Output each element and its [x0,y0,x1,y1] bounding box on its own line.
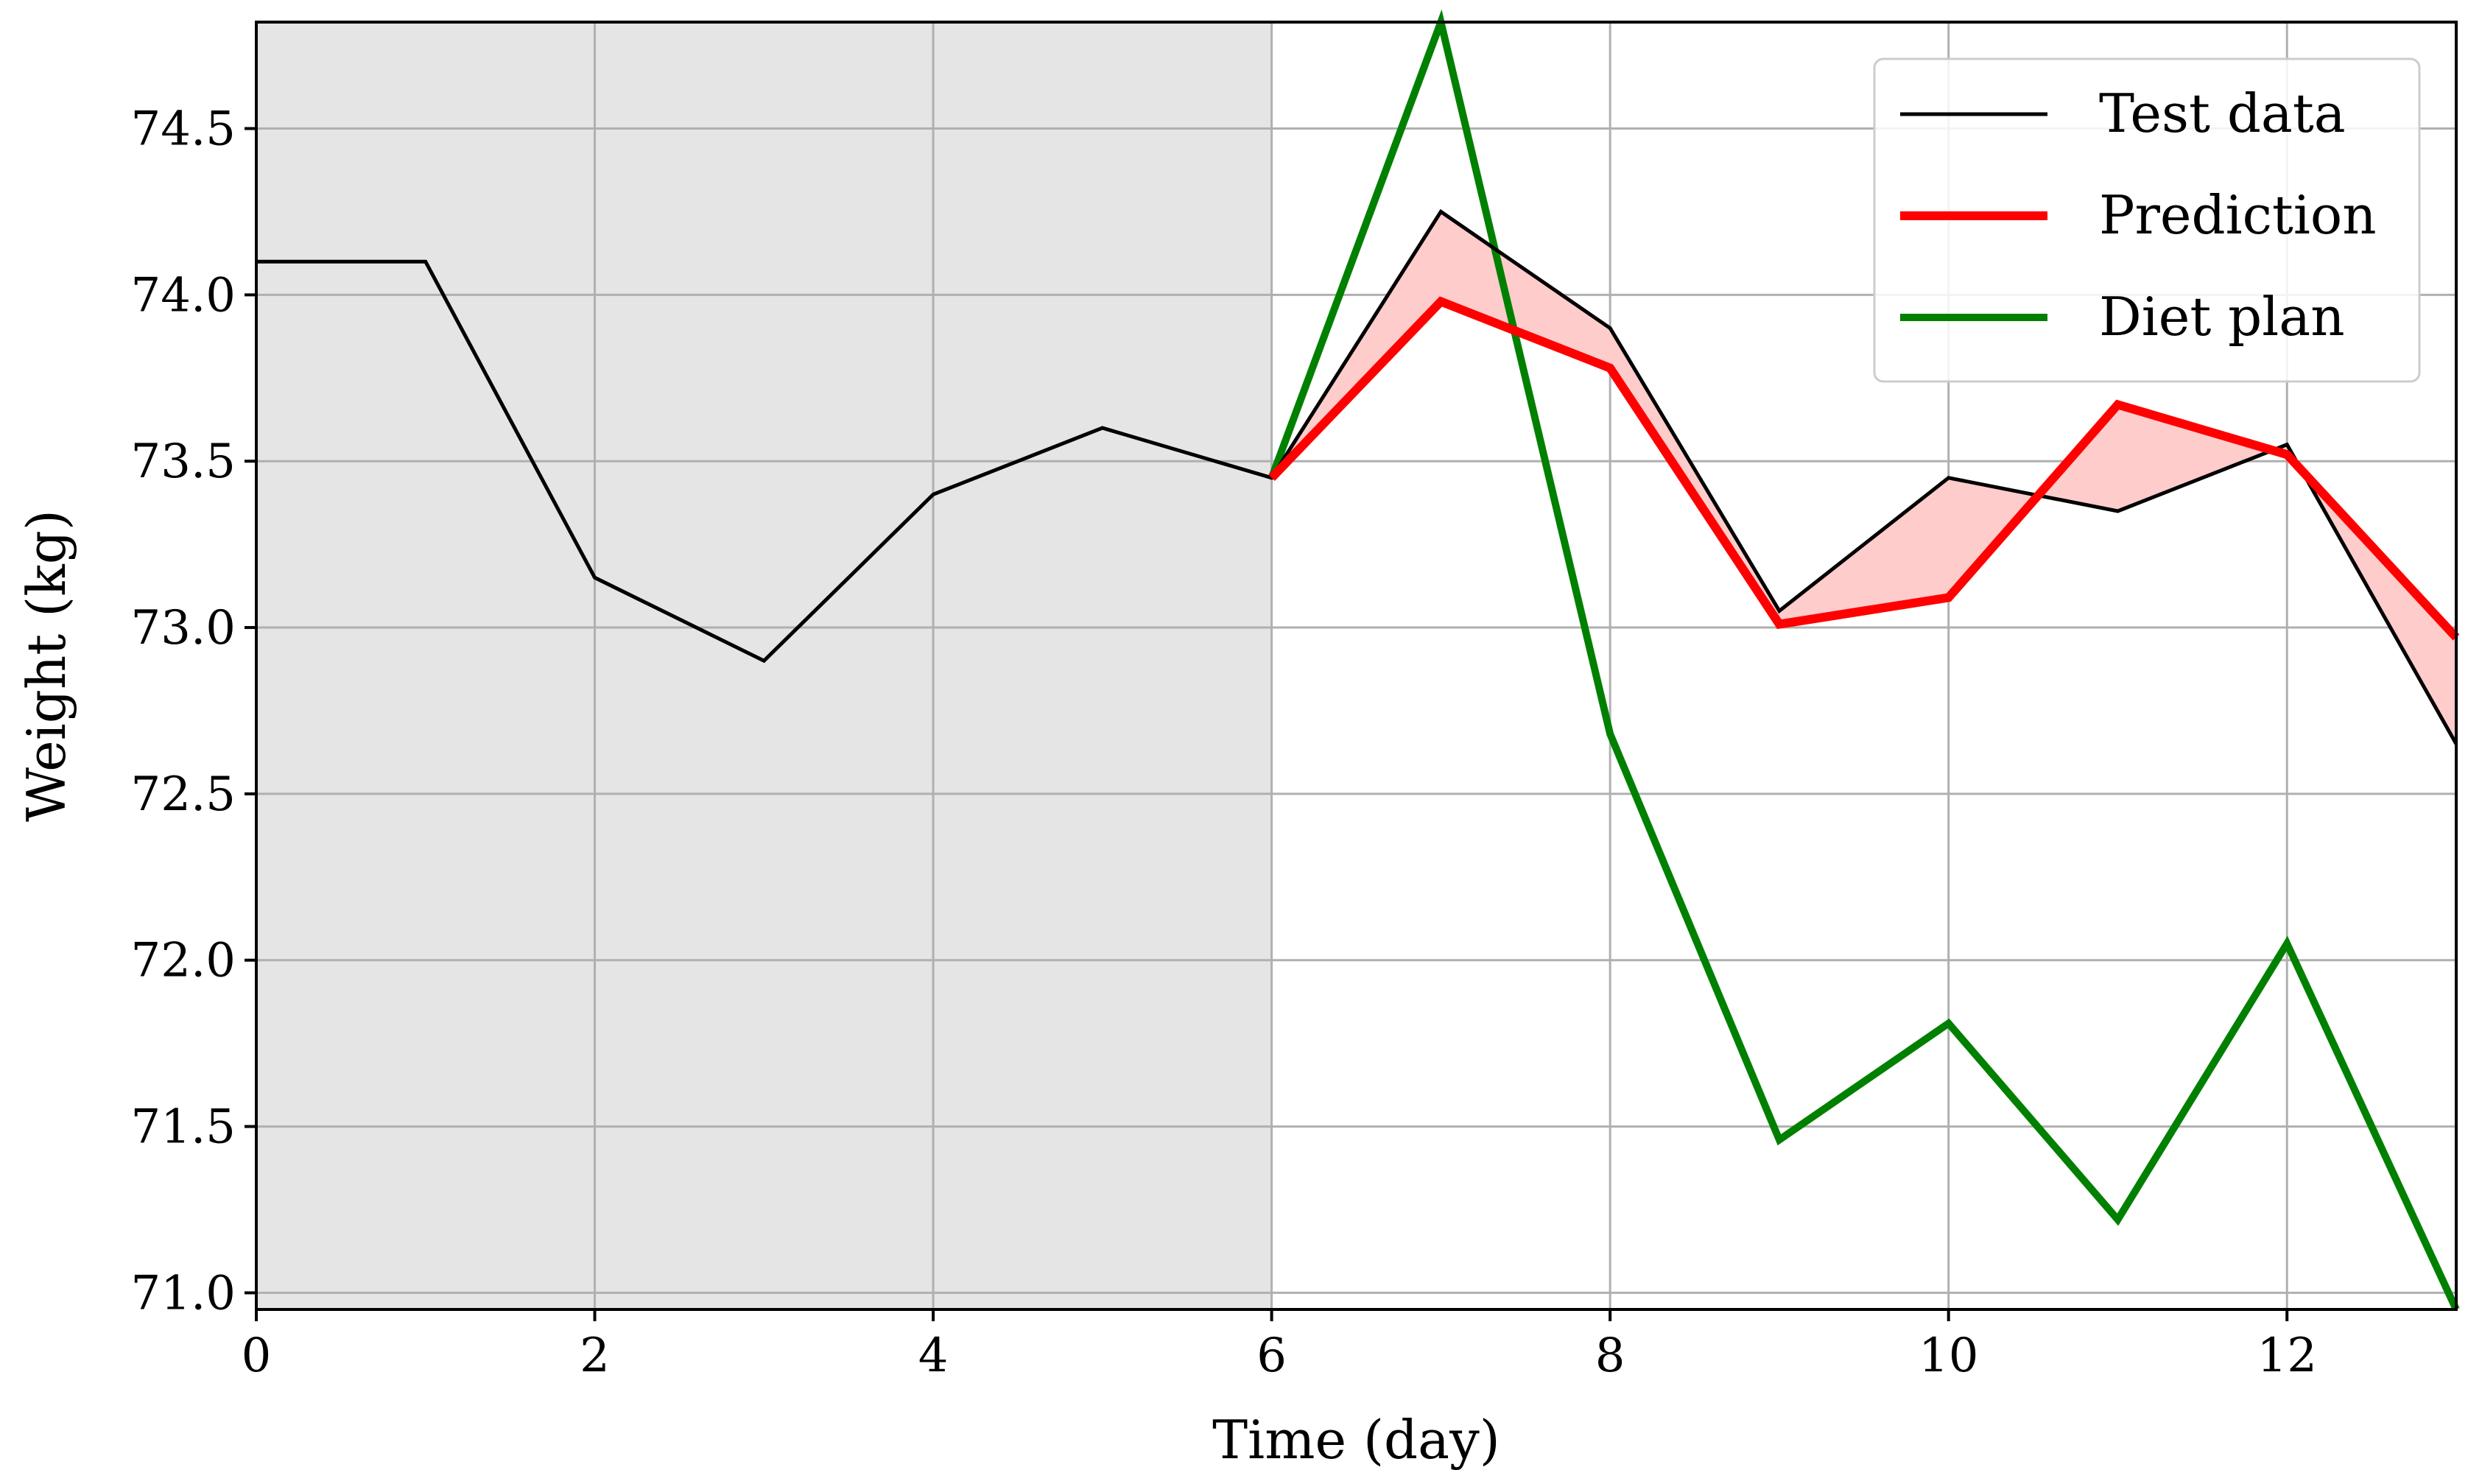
y-tick-label: 71.0 [131,1266,236,1321]
series-line-test-data [256,208,2458,745]
legend-label-diet-plan: Diet plan [2099,286,2345,348]
x-axis-label: Time (day) [1212,1409,1500,1471]
legend-label-test-data: Test data [2099,82,2346,144]
y-tick-label: 74.5 [131,102,236,157]
training-region-layer [256,22,1272,1309]
x-tick-label: 6 [1256,1329,1287,1383]
y-tick-label: 72.5 [131,767,236,822]
y-tick-label: 73.0 [131,601,236,655]
legend-label-prediction: Prediction [2099,184,2377,246]
x-ticks: 0 2 4 6 8 10 12 [242,1309,2317,1383]
series-line-diet-plan [1268,9,2460,1312]
series-line-prediction [1268,296,2460,641]
series-layer [256,9,2460,1312]
error-fill-layer [1271,211,2456,745]
legend-box [1873,57,2421,383]
y-tick-label: 72.0 [131,934,236,988]
y-ticks: 71.0 71.5 72.0 72.5 73.0 73.5 74.0 74.5 [131,102,256,1321]
x-tick-label: 10 [1919,1329,1978,1383]
x-tick-label: 12 [2257,1329,2317,1383]
legend-items: Test data Prediction Diet plan [1900,82,2377,348]
x-tick-label: 4 [918,1329,949,1383]
legend: Test data Prediction Diet plan [1873,57,2421,383]
prediction-error-fill [1271,211,2456,745]
training-region [256,22,1272,1309]
y-tick-label: 73.5 [131,435,236,489]
y-tick-label: 74.0 [131,268,236,323]
y-axis-label: Weight (kg) [15,510,77,822]
y-tick-label: 71.5 [131,1100,236,1155]
plot-frame [255,21,2458,1311]
x-tick-label: 0 [242,1329,272,1383]
x-tick-label: 2 [580,1329,610,1383]
x-tick-label: 8 [1595,1329,1625,1383]
